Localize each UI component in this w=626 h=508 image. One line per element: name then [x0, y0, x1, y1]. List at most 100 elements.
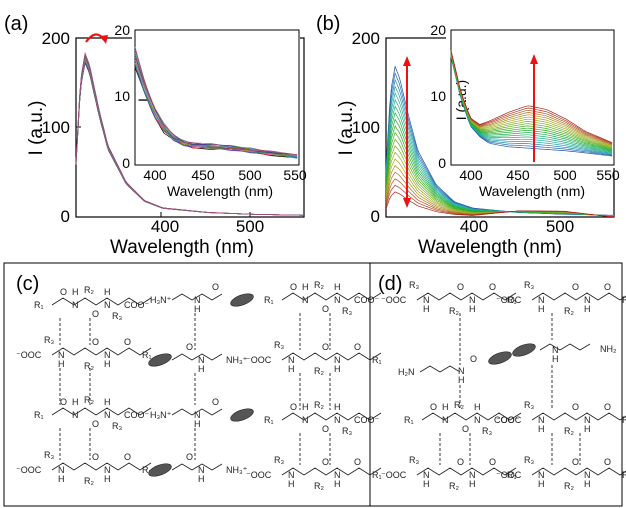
- panel-b-inset-series-line: [450, 53, 613, 150]
- carboxylate: COO⁻: [354, 295, 380, 305]
- r3-group: R₃: [112, 311, 122, 321]
- n-atom: N: [423, 470, 430, 480]
- panel-a-ylabel: I (a.u.): [26, 101, 47, 156]
- r2-group: R₂: [84, 361, 94, 371]
- panel-b-inset-arrowhead: [530, 54, 538, 64]
- o-atom: O: [354, 457, 361, 467]
- h-atom: H: [584, 424, 591, 434]
- panel-b-ytick-label: 0: [371, 207, 380, 226]
- h-atom: H: [423, 304, 430, 314]
- panel-b-inset-series-line: [450, 55, 613, 153]
- r3-group: R₃: [44, 335, 54, 345]
- panel-b-inset-series-line: [450, 56, 613, 156]
- h-atom: H: [334, 364, 341, 374]
- o-atom: O: [604, 457, 611, 467]
- h-atom: H: [194, 419, 201, 429]
- n-atom: N: [423, 295, 430, 305]
- carboxylate: ⁻OOC: [381, 295, 407, 305]
- h-atom: H: [302, 282, 309, 292]
- panel-a-inset-xtick-label: 450: [191, 167, 215, 183]
- o-atom: O: [489, 282, 496, 292]
- r1-group: R₁: [264, 415, 274, 425]
- o-atom: O: [322, 304, 329, 314]
- panel-b-inset-xlabel: Wavelength (nm): [479, 183, 585, 199]
- panel-a-ytick-label: 0: [61, 207, 70, 226]
- o-atom: O: [462, 424, 469, 434]
- ammonium: H₃N⁺: [150, 295, 172, 305]
- panel-a-inset-xtick-label: 550: [283, 167, 307, 183]
- n-atom: N: [334, 355, 341, 365]
- ethylenediamine-carbamate: H₃N⁺ HN O: [150, 282, 254, 314]
- n-atom: N: [334, 295, 341, 305]
- h-atom: H: [104, 287, 111, 297]
- r2-group: R₂: [449, 306, 459, 316]
- panel-a-inset-series-group: [134, 46, 298, 159]
- panel-a: (a) 0 100 200 400 500 Wavelength (nm) I …: [4, 13, 307, 258]
- carboxylate: COO⁻: [124, 410, 150, 420]
- r3-group: R₃: [409, 280, 419, 290]
- r3-group: R₃: [274, 340, 284, 350]
- o-atom: O: [354, 342, 361, 352]
- n-atom: N: [104, 410, 111, 420]
- r2-group: R₂: [564, 306, 574, 316]
- r2-group: R₂: [314, 481, 324, 491]
- r1-group: R₁: [372, 470, 382, 480]
- o-atom: O: [92, 309, 99, 319]
- ellipse-block: [488, 351, 512, 365]
- backbone-bond: [51, 297, 152, 306]
- o-atom: O: [489, 457, 496, 467]
- r1-group: R₁: [34, 300, 44, 310]
- o-atom: O: [457, 282, 464, 292]
- panel-b-inset-series-group: [450, 50, 613, 157]
- panel-a-arrowhead: [100, 35, 108, 44]
- panel-b-ytick-label: 100: [352, 118, 380, 137]
- panel-a-inset-series-line: [134, 46, 298, 156]
- n-atom: N: [474, 415, 481, 425]
- n-atom: N: [198, 355, 205, 365]
- carboxylate: ⁻OOC: [496, 295, 522, 305]
- backbone-bond: [281, 412, 382, 421]
- r2-group: R₂: [314, 366, 324, 376]
- panel-a-inset-xtick-label: 400: [143, 167, 167, 183]
- panel-b-inset-series-line: [450, 50, 613, 144]
- panel-b-inset-series-line: [450, 54, 613, 151]
- o-atom: O: [290, 402, 297, 412]
- panel-b-inset-series-line: [450, 53, 613, 150]
- h-atom: H: [552, 354, 559, 364]
- o-atom: O: [124, 337, 131, 347]
- carboxylate: COO⁻: [354, 415, 380, 425]
- h-atom: H: [288, 364, 295, 374]
- n-atom: N: [584, 295, 591, 305]
- r2-group: R₂: [454, 400, 464, 410]
- o-atom: O: [92, 452, 99, 462]
- n-atom: N: [72, 410, 79, 420]
- panel-a-label: (a): [4, 13, 28, 35]
- h-atom: H: [194, 304, 201, 314]
- o-atom: O: [290, 282, 297, 292]
- ammonium: NH₃⁺: [226, 355, 248, 365]
- panel-a-inset-series-line: [134, 49, 298, 157]
- n-atom: N: [334, 415, 341, 425]
- h-atom: H: [72, 287, 79, 297]
- ammonium: H₃N⁺: [150, 410, 172, 420]
- panel-b-inset-ytick-label: 0: [438, 155, 446, 171]
- h-atom: H: [442, 402, 449, 412]
- n-atom: N: [58, 350, 65, 360]
- o-atom: O: [186, 342, 193, 352]
- panel-b-inset-series-line: [450, 52, 613, 148]
- n-atom: N: [288, 470, 295, 480]
- panel-a-xtick-label: 500: [236, 217, 264, 236]
- n-atom: N: [104, 300, 111, 310]
- o-atom: O: [322, 424, 329, 434]
- panel-b-inset-series-line: [450, 56, 613, 157]
- n-atom: N: [194, 295, 201, 305]
- n-atom: N: [469, 470, 476, 480]
- h-atom: H: [58, 474, 65, 484]
- o-atom: O: [60, 287, 67, 297]
- r1-group: R₁: [264, 295, 274, 305]
- n-atom: N: [198, 465, 205, 475]
- ammonium: NH₃⁺: [226, 465, 248, 475]
- r2-group: R₂: [84, 285, 94, 295]
- carboxylate: ⁻OOC: [381, 470, 407, 480]
- h-atom: H: [584, 479, 591, 489]
